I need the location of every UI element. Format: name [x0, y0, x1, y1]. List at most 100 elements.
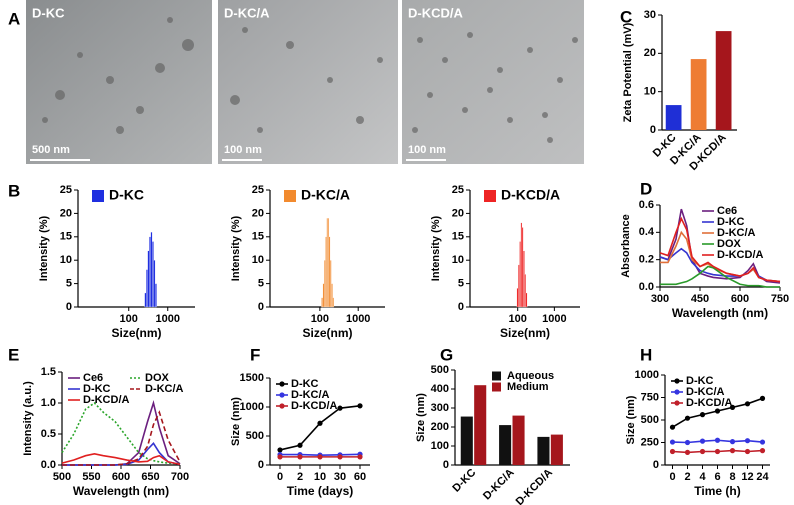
y-tick-label: 1000: [635, 369, 659, 381]
legend-label: D-KC: [717, 216, 745, 228]
histogram-bar: [521, 227, 524, 308]
x-tick-label: 8: [729, 471, 735, 483]
y-tick-label: 0: [458, 301, 464, 313]
y-tick-label: 5: [458, 278, 464, 290]
y-tick-label: 0: [653, 459, 659, 471]
legend-marker: [674, 400, 680, 406]
legend-label: D-KC: [109, 187, 144, 203]
bar: [512, 415, 525, 465]
y-tick-label: 0.6: [639, 199, 654, 211]
y-tick-label: 10: [644, 86, 656, 98]
marker: [297, 454, 303, 460]
bar: [715, 31, 732, 131]
histogram-bar: [324, 260, 326, 308]
image-label: D-KC/A: [224, 5, 270, 20]
histogram-bar: [147, 250, 150, 308]
y-axis-label: Intensity (%): [230, 215, 242, 281]
marker: [714, 408, 721, 414]
x-axis-label: Size(nm): [500, 326, 550, 340]
tem-image: [218, 0, 398, 164]
y-tick-label: 20: [60, 207, 72, 219]
y-tick-label: 400: [431, 383, 449, 395]
x-tick-label: 0: [669, 471, 675, 483]
marker: [317, 454, 323, 460]
legend-swatch: [484, 190, 496, 202]
marker: [357, 454, 363, 460]
legend-label: DOX: [145, 372, 170, 384]
x-tick-label: 10: [314, 471, 326, 483]
histogram-bar: [326, 217, 328, 308]
marker: [277, 447, 283, 453]
legend-marker: [279, 392, 285, 398]
x-tick-label: 100: [311, 313, 329, 325]
marker: [337, 405, 343, 411]
y-tick-label: 0.0: [41, 459, 56, 471]
legend-label: Ce6: [717, 205, 737, 217]
histogram-bar: [327, 217, 330, 308]
histogram-bar: [520, 222, 523, 308]
legend-label: Aqueous: [507, 370, 554, 382]
x-axis-label: Time (h): [694, 484, 740, 498]
y-tick-label: 25: [252, 184, 264, 196]
bar: [550, 434, 563, 465]
legend-swatch: [92, 190, 104, 202]
legend-label: D-KCD/A: [501, 187, 560, 203]
marker: [759, 439, 766, 445]
legend-label: D-KC: [291, 378, 319, 390]
y-axis-label: Intensity (%): [430, 215, 442, 281]
legend-swatch: [284, 190, 296, 202]
y-axis-label: Size (nm): [230, 397, 242, 446]
y-tick-label: 750: [641, 391, 659, 403]
x-axis-label: Size(nm): [111, 326, 161, 340]
legend-label: D-KCD/A: [83, 394, 129, 406]
y-axis-label: Intensity (a.u.): [22, 381, 34, 456]
marker: [337, 454, 343, 460]
marker: [669, 448, 676, 455]
x-tick-label: 4: [699, 471, 706, 483]
bar: [690, 59, 707, 131]
line: [659, 216, 781, 283]
panel-letter: E: [8, 345, 19, 364]
y-tick-label: 20: [452, 207, 464, 219]
marker: [297, 442, 303, 448]
x-tick-label: 12: [741, 471, 753, 483]
y-tick-label: 0: [443, 459, 449, 471]
y-tick-label: 15: [252, 231, 264, 243]
histogram-bar: [331, 283, 333, 308]
x-tick-label: 600: [112, 471, 130, 483]
y-axis-label: Intensity (%): [38, 215, 50, 281]
histogram-bar: [321, 297, 324, 308]
panel-letter: D: [640, 179, 652, 198]
x-tick-label: 1000: [346, 313, 370, 325]
x-tick-label: 750: [771, 293, 789, 305]
x-tick-label: 650: [141, 471, 159, 483]
x-tick-label: 1000: [542, 313, 566, 325]
histogram-bar: [154, 283, 157, 308]
line: [279, 405, 361, 451]
bar: [460, 416, 473, 465]
y-tick-label: 1500: [240, 372, 264, 384]
bar: [537, 436, 550, 465]
marker: [699, 412, 706, 418]
legend-label: D-KC: [83, 383, 111, 395]
y-tick-label: 5: [66, 278, 72, 290]
marker: [699, 448, 706, 455]
histogram-bar: [328, 236, 331, 308]
marker: [684, 449, 691, 455]
y-tick-label: 1000: [240, 401, 264, 413]
y-tick-label: 200: [431, 421, 449, 433]
histogram-bar: [144, 292, 147, 308]
histogram-bar: [146, 269, 148, 308]
histogram-bar: [325, 236, 327, 308]
x-tick-label: 2: [297, 471, 303, 483]
x-axis-label: Wavelength (nm): [73, 484, 169, 498]
image-label: D-KC: [32, 5, 65, 20]
legend-label: D-KC: [686, 375, 714, 387]
x-tick-label: 450: [691, 293, 709, 305]
tem-panel: A D-KC D-KC/A D-KCD/A 500 nm 100 nm 100 …: [8, 0, 584, 164]
panel-letter: F: [250, 345, 260, 364]
y-axis-label: Size (nm): [415, 393, 427, 442]
legend-label: D-KC/A: [145, 383, 184, 395]
histogram-bar: [149, 236, 151, 308]
